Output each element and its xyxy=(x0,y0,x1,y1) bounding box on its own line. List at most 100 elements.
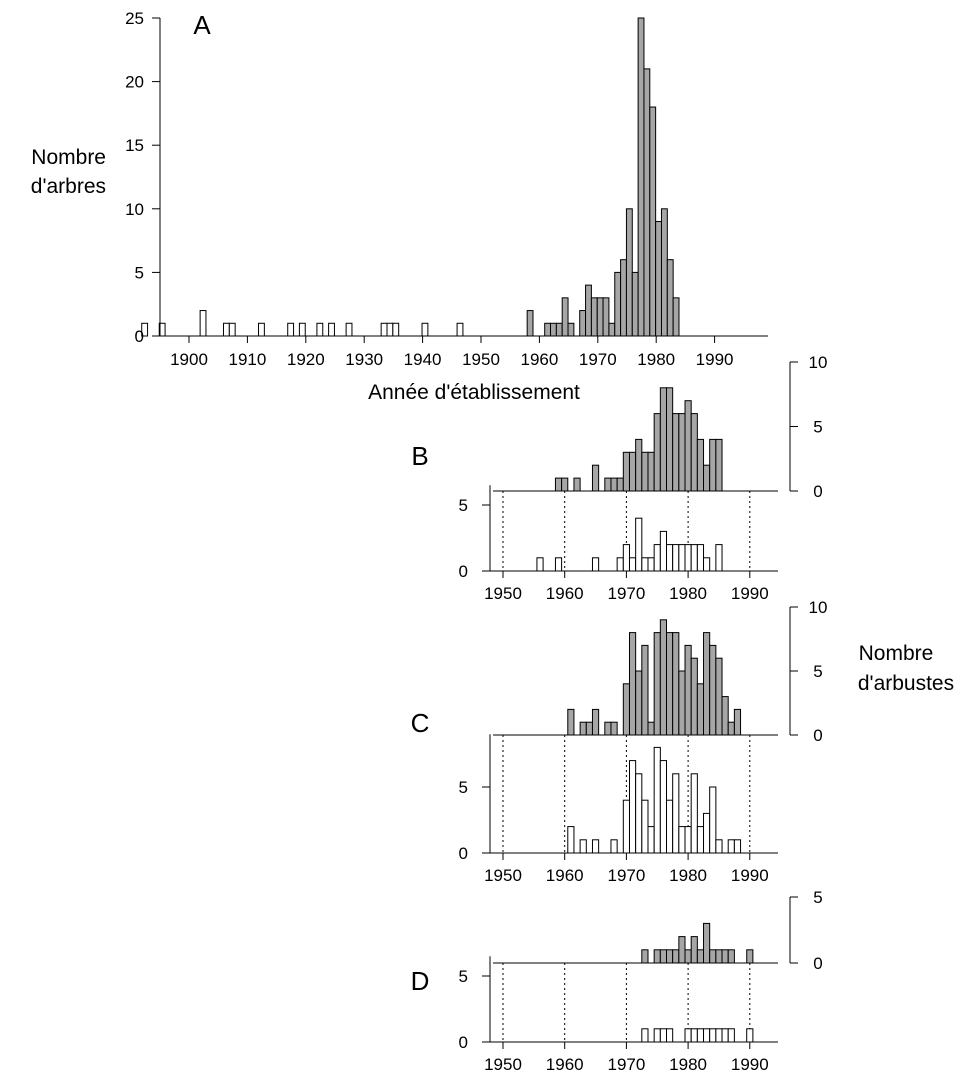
bar-gray xyxy=(620,259,627,337)
bar-gray xyxy=(655,221,662,337)
bar-white xyxy=(199,310,207,337)
bar-white xyxy=(591,557,600,572)
x-tick-label: 1970 xyxy=(579,350,617,369)
bar-white xyxy=(746,1028,754,1043)
x-tick-label: 1920 xyxy=(287,350,325,369)
bar-gray xyxy=(703,922,711,964)
bar-white xyxy=(222,322,230,337)
bar-gray xyxy=(666,949,674,964)
panel-label-d: D xyxy=(411,966,430,996)
bar-gray xyxy=(690,413,698,492)
x-tick-label: 1930 xyxy=(345,350,383,369)
bar-white xyxy=(421,322,429,337)
bar-white xyxy=(386,322,394,337)
bar-white xyxy=(696,1028,705,1043)
bar-gray xyxy=(567,708,575,736)
bar-white xyxy=(684,826,692,854)
x-tick-label: 1990 xyxy=(696,350,734,369)
right-axis-title: d'arbustes xyxy=(858,672,954,695)
bar-gray xyxy=(635,438,643,492)
bar-white xyxy=(567,826,575,854)
y-tick-label: 20 xyxy=(125,73,144,92)
x-tick-label: 1970 xyxy=(607,1055,645,1073)
bar-white xyxy=(616,557,624,572)
bar-white xyxy=(647,826,655,854)
bar-gray xyxy=(684,949,692,964)
bar-gray xyxy=(649,106,657,337)
bar-gray xyxy=(715,657,723,736)
bar-white xyxy=(715,544,723,572)
bar-gray xyxy=(672,297,680,337)
bar-white xyxy=(703,1028,711,1043)
bar-white xyxy=(622,799,630,854)
right-y-tick-label: 10 xyxy=(809,598,828,617)
bar-white xyxy=(653,1028,661,1043)
bar-gray xyxy=(608,322,616,337)
bar-gray xyxy=(550,322,557,337)
x-tick-label: 1990 xyxy=(731,866,769,885)
left-y-tick-label: 5 xyxy=(459,967,468,986)
bar-white xyxy=(703,557,711,572)
bar-gray xyxy=(672,632,680,736)
bar-gray xyxy=(554,477,563,492)
bar-gray xyxy=(709,438,717,492)
y-tick-label: 0 xyxy=(135,327,144,346)
bar-gray xyxy=(628,632,637,736)
bar-gray xyxy=(684,644,692,736)
bar-gray xyxy=(696,683,705,736)
bar-white xyxy=(622,544,630,572)
bar-gray xyxy=(715,438,723,492)
x-axis-title: Année d'établissement xyxy=(368,381,580,404)
bar-gray xyxy=(625,208,633,337)
x-tick-label: 1960 xyxy=(546,584,584,603)
bar-gray xyxy=(746,949,754,964)
bar-gray xyxy=(555,322,563,337)
bar-gray xyxy=(643,68,651,337)
right-y-tick-label: 5 xyxy=(813,888,822,907)
bar-white xyxy=(727,1028,735,1043)
bar-gray xyxy=(616,477,624,492)
bar-white xyxy=(696,826,705,854)
bar-gray xyxy=(631,271,639,337)
bar-gray xyxy=(721,696,729,736)
bar-gray xyxy=(602,297,610,337)
bar-gray xyxy=(596,297,604,337)
bar-white xyxy=(554,557,563,572)
bar-gray xyxy=(637,17,645,337)
bar-gray xyxy=(659,619,668,736)
x-tick-label: 1900 xyxy=(170,350,208,369)
right-y-tick-label: 5 xyxy=(813,662,822,681)
bar-gray xyxy=(703,464,711,492)
bar-gray xyxy=(628,451,637,492)
bar-gray xyxy=(660,208,668,337)
bar-gray xyxy=(678,413,686,492)
x-tick-label: 1990 xyxy=(731,584,769,603)
bar-gray xyxy=(653,413,661,492)
right-y-tick-label: 0 xyxy=(813,482,822,501)
bar-gray xyxy=(641,644,649,736)
bar-white xyxy=(641,1028,649,1043)
bar-white xyxy=(635,773,643,854)
bar-gray xyxy=(678,670,686,736)
bar-white xyxy=(298,322,306,337)
bar-gray xyxy=(610,477,618,492)
left-y-tick-label: 0 xyxy=(459,1033,468,1052)
panel-label-c: C xyxy=(411,708,430,738)
bar-white xyxy=(287,322,295,337)
bar-white xyxy=(345,322,353,337)
bar-white xyxy=(721,1028,729,1043)
bar-white xyxy=(696,544,705,572)
bar-white xyxy=(684,544,692,572)
bar-gray xyxy=(567,322,575,337)
bar-white xyxy=(690,544,698,572)
x-tick-label: 1960 xyxy=(520,350,558,369)
bar-white xyxy=(628,557,637,572)
bar-gray xyxy=(690,657,698,736)
bar-white xyxy=(727,839,735,854)
bar-gray xyxy=(703,632,711,736)
y-tick-label: 10 xyxy=(125,200,144,219)
left-y-tick-label: 0 xyxy=(459,562,468,581)
right-y-tick-label: 10 xyxy=(809,353,828,372)
bar-white xyxy=(666,544,674,572)
bar-white xyxy=(228,322,236,337)
